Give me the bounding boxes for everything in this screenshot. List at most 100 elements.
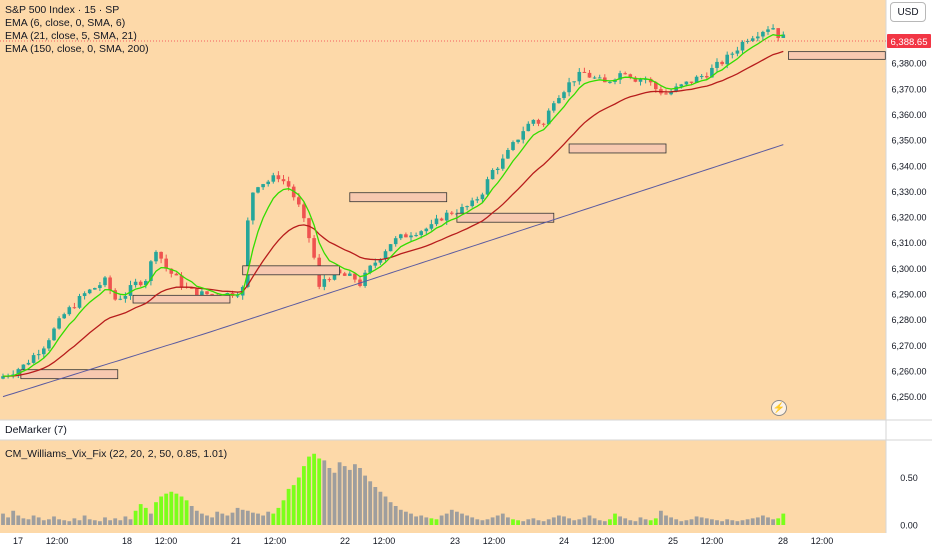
candle-body — [699, 76, 704, 78]
candle-body — [154, 251, 158, 262]
vix-fix-bar — [322, 460, 327, 525]
vix-fix-bar — [761, 515, 765, 525]
vix-fix-bar — [730, 520, 735, 525]
candle-body — [480, 194, 485, 200]
candle-body — [490, 170, 495, 180]
vix-fix-bar — [551, 517, 556, 525]
vix-fix-bar — [317, 458, 322, 525]
candle-body — [664, 93, 668, 95]
candle-body — [429, 224, 434, 229]
vix-fix-bar — [577, 519, 582, 525]
candle-body — [750, 38, 755, 41]
vix-fix-bar — [546, 519, 551, 525]
candle-body — [587, 72, 592, 78]
candle-body — [414, 235, 418, 237]
candle-body — [327, 279, 332, 281]
vix-fix-bar — [358, 468, 362, 525]
candle-body — [470, 200, 474, 207]
candle-body — [648, 78, 653, 83]
legend-demarker: DeMarker (7) — [5, 424, 67, 436]
candle-body — [475, 199, 480, 201]
x-tick-label: 28 — [778, 536, 788, 546]
vix-fix-bar — [470, 517, 475, 525]
vix-fix-bar — [154, 502, 158, 525]
supply-zone — [132, 294, 231, 304]
vix-fix-bar — [327, 468, 332, 525]
candle-body — [572, 81, 576, 83]
x-tick-label: 23 — [450, 536, 460, 546]
candle-body — [21, 364, 26, 370]
vix-fix-bar — [11, 510, 16, 525]
vix-fix-bar — [225, 515, 230, 525]
vix-fix-bar — [455, 511, 459, 525]
legend-ema-mid: EMA (21, close, 5, SMA, 21) — [5, 30, 137, 42]
candle-body — [531, 119, 536, 124]
vix-fix-bar — [159, 496, 163, 525]
vix-fix-bar — [174, 493, 179, 525]
candle-body — [781, 34, 786, 38]
candle-body — [756, 36, 760, 39]
vix-fix-bar — [220, 513, 225, 525]
candle-body — [31, 355, 36, 363]
x-tick-label: 21 — [231, 536, 241, 546]
vix-fix-bar — [674, 519, 679, 525]
candle-body — [388, 244, 393, 252]
vix-fix-bar — [169, 491, 174, 525]
vix-fix-bar — [715, 520, 719, 525]
vix-fix-bar — [781, 513, 786, 525]
candle-body — [705, 76, 709, 78]
vix-fix-bar — [312, 453, 316, 525]
vix-fix-bar — [465, 515, 469, 525]
candle-body — [108, 277, 112, 291]
candle-body — [149, 261, 153, 281]
candle-body — [592, 77, 597, 79]
vix-fix-bar — [26, 519, 31, 525]
vix-fix-bar — [251, 512, 255, 525]
currency-button[interactable]: USD — [890, 2, 926, 22]
candle-body — [235, 295, 240, 297]
supply-zone — [242, 265, 340, 276]
vix-fix-bar — [557, 515, 561, 525]
candle-body — [87, 289, 92, 294]
candle-body — [608, 81, 612, 83]
vix-fix-bar — [521, 521, 526, 525]
vix-fix-bar — [623, 518, 628, 525]
last-price-badge — [887, 34, 931, 48]
candle-body — [373, 262, 378, 266]
vix-fix-bar — [266, 511, 271, 525]
candle-body — [266, 181, 270, 185]
vix-fix-bar — [52, 516, 56, 525]
candle-body — [638, 79, 643, 82]
vix-fix-bar — [531, 518, 536, 525]
candle-body — [169, 268, 174, 274]
y-tick-label: 6,290.00 — [891, 290, 926, 300]
vix-fix-bar — [373, 487, 378, 525]
candle-body — [159, 251, 163, 259]
vix-fix-bar — [567, 518, 571, 525]
vix-fix-bar — [235, 507, 240, 525]
vix-fix-bar — [215, 511, 220, 525]
vix-fix-bar — [409, 513, 413, 525]
vix-fix-bar — [597, 520, 602, 525]
vix-fix-bar — [689, 519, 694, 525]
supply-zone — [20, 369, 119, 380]
vix-fix-bar — [103, 517, 107, 525]
x-tick-label: 25 — [668, 536, 678, 546]
ema-21-line — [2, 50, 784, 377]
candle-body — [307, 218, 311, 239]
candle-body — [674, 86, 678, 92]
vix-fix-bar — [618, 516, 622, 525]
vix-fix-bar — [490, 517, 495, 525]
candle-body — [745, 40, 750, 42]
vix-fix-bar — [353, 464, 357, 525]
candle-body — [444, 212, 449, 221]
vix-fix-bar — [388, 502, 393, 525]
vix-fix-bar — [684, 520, 689, 525]
vix-fix-bar — [47, 519, 51, 525]
lightning-icon[interactable]: ⚡ — [771, 400, 787, 416]
candle-body — [669, 91, 673, 95]
x-tick-label: 18 — [122, 536, 132, 546]
candle-body — [623, 73, 627, 75]
vix-fix-bar — [62, 520, 67, 525]
